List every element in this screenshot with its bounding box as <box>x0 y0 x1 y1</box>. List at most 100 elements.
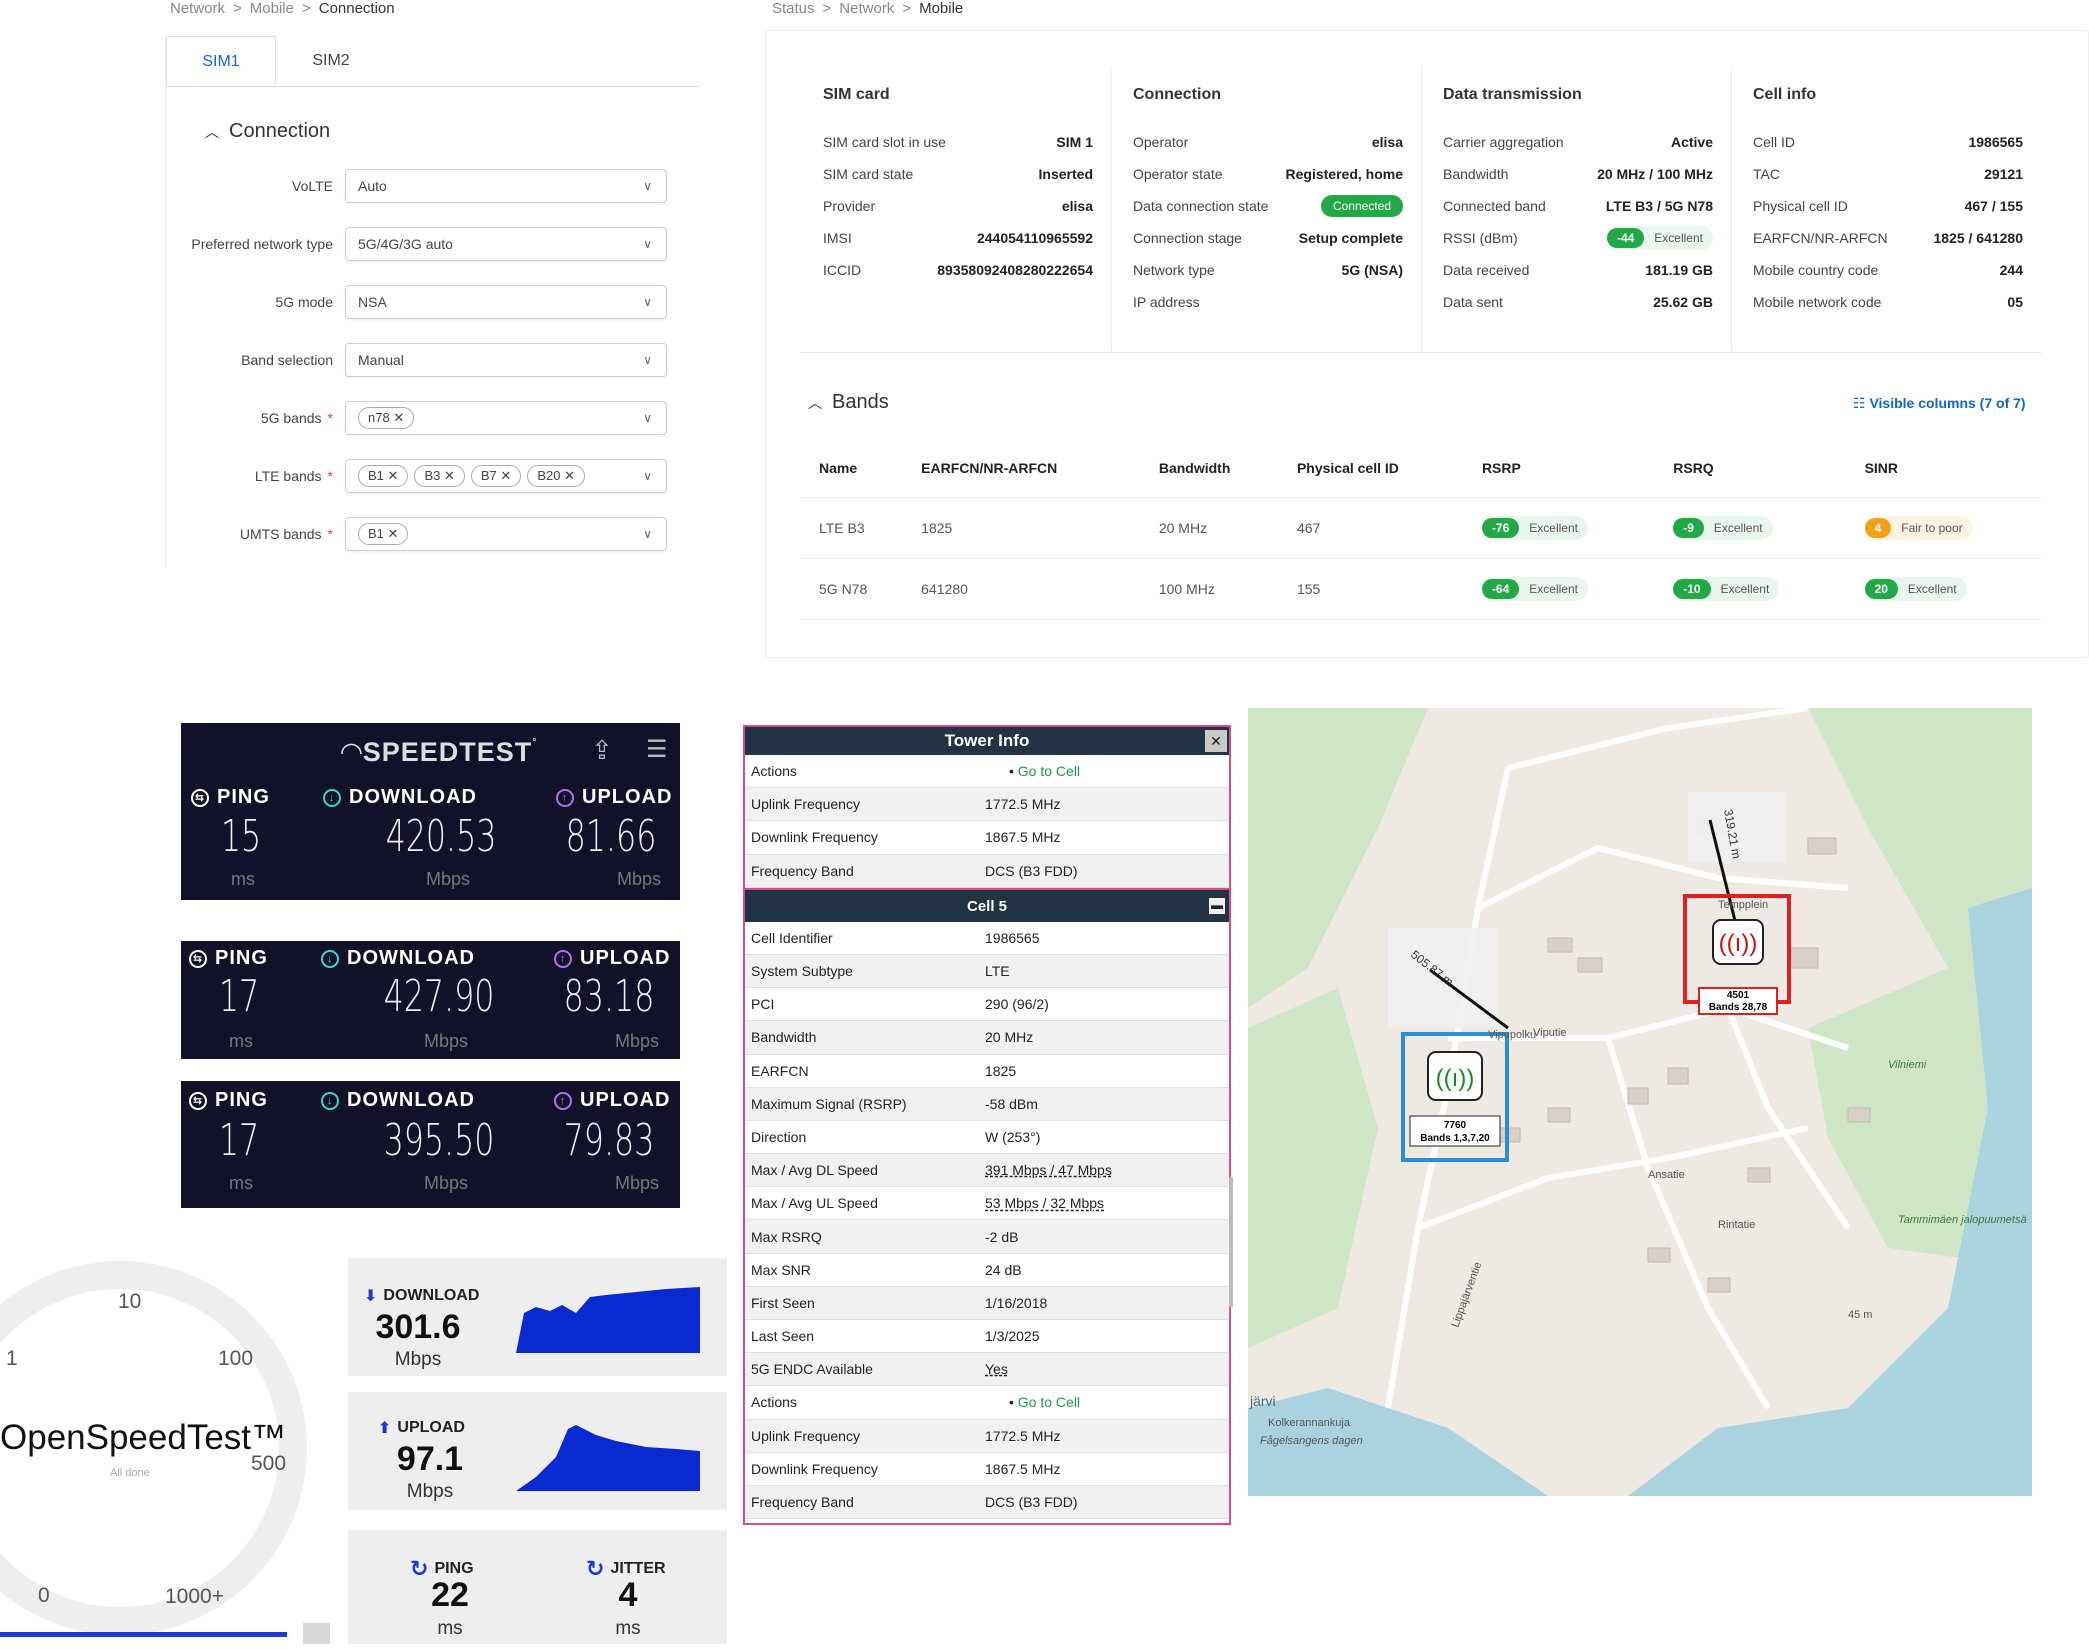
network-type-select[interactable]: 5G/4G/3G auto ∨ <box>345 227 667 261</box>
row-value[interactable]: Yes <box>985 1361 1008 1378</box>
ost-download-card: ⬇ DOWNLOAD 301.6 Mbps <box>348 1258 727 1376</box>
chip-label: n78 <box>368 410 390 425</box>
ping-value: 17 <box>218 1115 260 1166</box>
band-chip[interactable]: n78 ✕ <box>358 407 415 429</box>
chip-label: B20 <box>537 468 561 483</box>
columns-icon: ☷ <box>1853 395 1866 411</box>
row-value[interactable]: 53 Mbps / 32 Mbps <box>985 1195 1105 1212</box>
upload-unit: Mbps <box>615 1031 660 1051</box>
kv-key: Data connection state <box>1133 198 1269 214</box>
scrollbar[interactable] <box>1229 1177 1233 1307</box>
building <box>1807 837 1837 855</box>
band-chip[interactable]: B7 ✕ <box>470 465 522 487</box>
ping-label: ⇆ PING <box>189 947 268 970</box>
lte-bands-select[interactable]: B1 ✕ B3 ✕ B7 ✕ B20 ✕ ∨ <box>345 459 667 493</box>
close-icon[interactable]: ✕ <box>1205 730 1227 752</box>
tower-marker[interactable] <box>1427 1051 1483 1101</box>
tower-label-box <box>1409 1115 1501 1147</box>
bands-section-header[interactable]: ︿ Bands <box>808 391 889 414</box>
5g-mode-select[interactable]: NSA ∨ <box>345 285 667 319</box>
close-icon[interactable]: ✕ <box>564 468 575 483</box>
network-type-row: Preferred network type 5G/4G/3G auto ∨ <box>165 226 667 262</box>
table-row: Frequency Band DCS (B3 FDD) <box>745 1485 1229 1520</box>
band-chip[interactable]: B20 ✕ <box>527 465 585 487</box>
row-key: Uplink Frequency <box>751 1427 860 1444</box>
settings-sliders-icon[interactable]: ☰ <box>646 736 668 763</box>
band-chip[interactable]: B1 ✕ <box>358 465 409 487</box>
band-chip[interactable]: B3 ✕ <box>414 465 465 487</box>
column-divider <box>1111 66 1112 351</box>
download-label-text: DOWNLOAD <box>349 786 477 808</box>
status-text: All done <box>110 1467 150 1479</box>
close-icon[interactable]: ✕ <box>443 468 455 483</box>
band-chip[interactable]: B1 ✕ <box>358 523 409 545</box>
kv-key: EARFCN/NR-ARFCN <box>1753 230 1888 246</box>
go-to-cell-link[interactable]: Go to Cell <box>1017 1394 1081 1411</box>
building <box>1547 1107 1571 1123</box>
breadcrumb-network[interactable]: Network <box>170 0 226 17</box>
kv-row: Network type 5G (NSA) <box>1133 254 1403 286</box>
building <box>1667 1067 1689 1085</box>
collapse-icon[interactable]: ▬ <box>1209 897 1225 914</box>
band-earfcn: 641280 <box>903 558 1141 620</box>
sinr-quality: Excellent <box>1907 581 1957 596</box>
upload-value: 79.83 <box>563 1115 655 1166</box>
col-header[interactable]: Bandwidth <box>1140 439 1279 498</box>
close-icon[interactable]: ✕ <box>393 410 405 425</box>
ost-download-label: ⬇ DOWNLOAD <box>364 1286 479 1306</box>
refresh-icon: ↻ <box>586 1556 605 1581</box>
ping-value: 15 <box>220 811 262 862</box>
row-key: Max RSRQ <box>751 1228 822 1245</box>
close-icon[interactable]: ✕ <box>387 526 399 541</box>
5g-bands-select[interactable]: n78 ✕ ∨ <box>345 401 667 435</box>
5g-mode-value: NSA <box>358 294 387 310</box>
breadcrumb-network[interactable]: Network <box>839 0 895 17</box>
upload-arrow-icon: ⬆ <box>378 1420 392 1437</box>
rsrp-badge: -64 Excellent <box>1481 576 1588 601</box>
elevation-label: 45 m <box>1848 1309 1872 1321</box>
umts-bands-row: UMTS bands * B1 ✕ ∨ <box>165 516 667 552</box>
tower-label-box <box>1698 987 1778 1015</box>
building <box>1787 947 1819 969</box>
band-selection-value: Manual <box>358 352 404 368</box>
distance-line <box>1708 819 1740 934</box>
col-header[interactable]: RSRP <box>1463 439 1656 498</box>
visible-columns-button[interactable]: ☷ Visible columns (7 of 7) <box>1853 395 2026 412</box>
umts-bands-select[interactable]: B1 ✕ ∨ <box>345 517 667 551</box>
row-value: DCS (B3 FDD) <box>985 1494 1078 1511</box>
breadcrumb-mobile[interactable]: Mobile <box>249 0 294 17</box>
cell-rows: Cell Identifier 1986565 System Subtype LTE… <box>745 922 1229 1520</box>
cell-tower-map[interactable]: 319.21 m 505.87 m ((ı)) 4501 Bands 28,78… <box>1248 708 2032 1496</box>
tab-sim1[interactable]: SIM1 <box>166 36 276 86</box>
row-value[interactable]: 391 Mbps / 47 Mbps <box>985 1162 1112 1179</box>
sinr-cell: 4 Fair to poor <box>1846 497 2041 559</box>
gauge-tick: 0 <box>38 1584 50 1607</box>
col-header[interactable]: Physical cell ID <box>1278 439 1464 498</box>
road <box>1725 1006 1851 1230</box>
close-icon[interactable]: ✕ <box>387 468 399 483</box>
col-header[interactable]: SINR <box>1846 439 2041 498</box>
tab-sim2[interactable]: SIM2 <box>312 52 350 69</box>
kv-key: Provider <box>823 198 876 214</box>
ping-label-text: PING <box>215 947 268 969</box>
share-icon[interactable]: ⇪ <box>591 735 613 765</box>
volte-select[interactable]: Auto ∨ <box>345 169 667 203</box>
row-key: Downlink Frequency <box>751 829 878 846</box>
close-icon[interactable]: ✕ <box>500 468 512 483</box>
band-selection-select[interactable]: Manual ∨ <box>345 343 667 377</box>
tower-7760-highlight <box>1401 1032 1509 1162</box>
server-icon[interactable] <box>303 1623 330 1644</box>
tower-marker[interactable] <box>1712 919 1764 965</box>
signal-badge: -44 Excellent <box>1606 226 1713 250</box>
connection-section-header[interactable]: ︿ Connection <box>205 120 330 143</box>
col-header[interactable]: EARFCN/NR-ARFCN <box>903 439 1141 498</box>
row-key: PCI <box>751 996 775 1013</box>
breadcrumb-status[interactable]: Status <box>772 0 815 17</box>
kv-row: Operator state Registered, home <box>1133 158 1403 190</box>
kv-value: 1825 / 641280 <box>1933 230 2023 246</box>
download-unit: Mbps <box>426 869 471 889</box>
col-header[interactable]: RSRQ <box>1655 439 1847 498</box>
go-to-cell-link[interactable]: Go to Cell <box>1017 763 1081 780</box>
upload-label: ↑ UPLOAD <box>554 1089 670 1112</box>
col-header[interactable]: Name <box>801 439 904 498</box>
